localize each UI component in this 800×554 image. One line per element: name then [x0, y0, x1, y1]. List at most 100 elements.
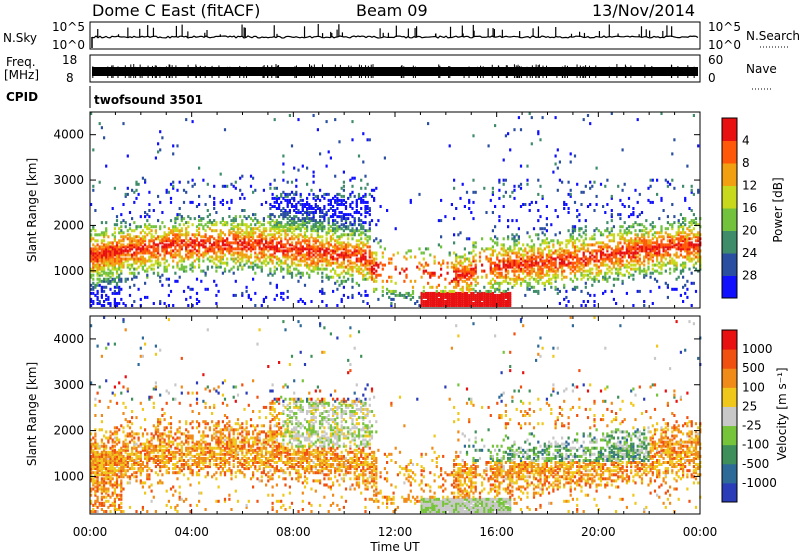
heatmap-cell: [589, 275, 592, 279]
heatmap-cell: [189, 241, 192, 245]
heatmap-cell: [223, 261, 227, 265]
heatmap-cell: [491, 229, 494, 233]
heatmap-cell: [407, 249, 410, 253]
heatmap-cell: [610, 213, 613, 217]
heatmap-cell: [584, 225, 587, 229]
heatmap-cell: [368, 251, 371, 255]
heatmap-cell: [314, 221, 317, 225]
heatmap-cell: [297, 279, 300, 283]
heatmap-cell: [679, 253, 682, 257]
heatmap-cell: [249, 229, 253, 233]
heatmap-cell: [107, 273, 110, 277]
heatmap-cell: [113, 227, 116, 231]
heatmap-cell: [180, 233, 183, 237]
heatmap-cell: [107, 243, 110, 247]
heatmap-cell: [692, 114, 695, 117]
heatmap-cell: [589, 255, 592, 259]
heatmap-cell: [150, 235, 153, 239]
heatmap-cell: [556, 267, 559, 271]
date-title: 13/Nov/2014: [592, 1, 695, 20]
heatmap-cell: [111, 255, 114, 259]
heatmap-cell: [340, 297, 343, 301]
heatmap-cell: [682, 221, 685, 225]
heatmap-cell: [338, 255, 341, 259]
heatmap-cell: [612, 239, 615, 243]
heatmap-cell: [306, 215, 309, 219]
heatmap-cell: [491, 251, 494, 255]
heatmap-cell: [178, 239, 181, 243]
heatmap-cell: [163, 251, 166, 255]
heatmap-cell: [530, 257, 533, 261]
heatmap-cell: [563, 297, 566, 301]
heatmap-cell: [604, 184, 607, 188]
heatmap-cell: [92, 287, 95, 291]
heatmap-cell: [146, 267, 149, 271]
heatmap-cell: [604, 277, 607, 281]
heatmap-cell: [671, 259, 674, 263]
heatmap-cell: [398, 271, 402, 275]
heatmap-cell: [308, 207, 311, 210]
heatmap-cell: [135, 251, 138, 255]
heatmap-cell: [262, 231, 265, 235]
heatmap-cell: [120, 263, 123, 267]
heatmap-cell: [651, 227, 654, 231]
heatmap-cell: [606, 178, 609, 182]
heatmap-cell: [528, 255, 531, 259]
heatmap-cell: [509, 255, 512, 259]
heatmap-cell: [286, 257, 289, 261]
heatmap-cell: [513, 277, 516, 281]
heatmap-cell: [245, 233, 248, 237]
heatmap-cell: [282, 253, 285, 257]
heatmap-cell: [234, 247, 237, 251]
heatmap-cell: [515, 277, 518, 281]
heatmap-cell: [545, 223, 548, 227]
heatmap-cell: [569, 265, 572, 269]
heatmap-cell: [131, 229, 134, 233]
heatmap-cell: [584, 273, 587, 277]
heatmap-cell: [550, 269, 553, 273]
heatmap-cell: [532, 257, 536, 261]
heatmap-cell: [280, 261, 283, 265]
heatmap-cell: [144, 251, 147, 255]
heatmap-cell: [360, 271, 363, 275]
heatmap-cell: [509, 291, 512, 295]
heatmap-cell: [675, 247, 678, 251]
heatmap-cell: [295, 245, 298, 249]
heatmap-cell: [474, 283, 477, 287]
heatmap-cell: [252, 261, 255, 265]
heatmap-cell: [133, 259, 136, 263]
heatmap-cell: [366, 200, 369, 204]
heatmap-cell: [334, 247, 337, 251]
heatmap-cell: [558, 160, 561, 164]
heatmap-cell: [472, 304, 475, 307]
heatmap-cell: [563, 259, 566, 263]
heatmap-cell: [126, 251, 129, 255]
heatmap-cell: [589, 180, 592, 184]
heatmap-cell: [470, 251, 473, 255]
heatmap-cell: [239, 223, 242, 227]
heatmap-cell: [327, 261, 330, 265]
heatmap-cell: [619, 249, 622, 253]
heatmap-cell: [98, 259, 101, 263]
heatmap-cell: [653, 247, 657, 251]
heatmap-cell: [608, 259, 611, 263]
heatmap-cell: [507, 269, 510, 273]
heatmap-cell: [573, 267, 577, 271]
heatmap-cell: [157, 261, 160, 265]
heatmap-cell: [297, 251, 300, 255]
heatmap-cell: [135, 243, 138, 247]
heatmap-cell: [299, 233, 302, 237]
heatmap-cell: [526, 271, 529, 275]
heatmap-cell: [545, 271, 548, 275]
heatmap-cell: [474, 279, 477, 283]
heatmap-cell: [662, 253, 665, 257]
heatmap-cell: [107, 263, 110, 267]
heatmap-cell: [245, 235, 248, 239]
heatmap-cell: [122, 243, 125, 247]
heatmap-cell: [491, 267, 494, 271]
heatmap-cell: [586, 261, 590, 265]
heatmap-cell: [131, 263, 134, 267]
heatmap-cell: [303, 241, 307, 245]
heatmap-cell: [545, 269, 548, 273]
heatmap-cell: [638, 223, 641, 227]
